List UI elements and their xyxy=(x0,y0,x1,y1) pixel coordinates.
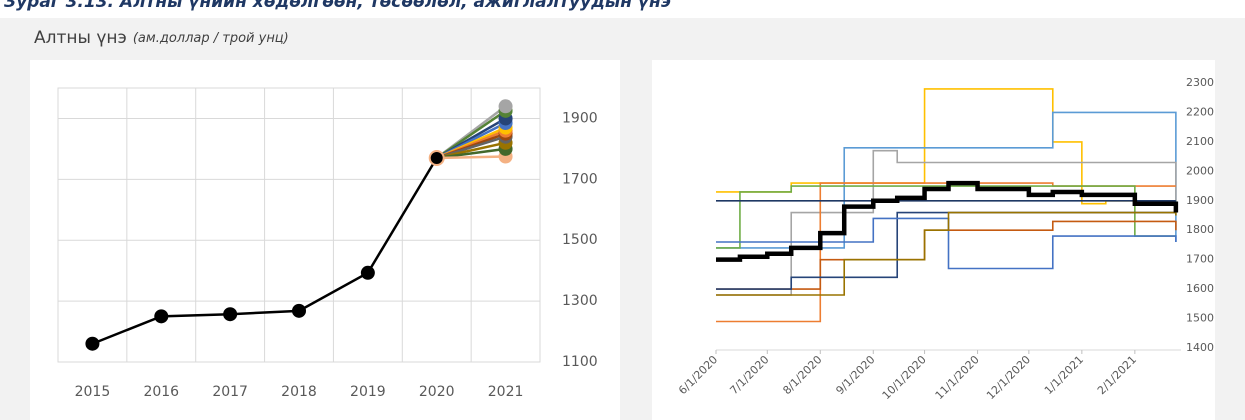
marker xyxy=(223,307,238,322)
marker xyxy=(360,265,375,280)
x-tick-label: 2015 xyxy=(75,384,111,400)
marker xyxy=(154,309,169,324)
series-line xyxy=(716,217,1177,270)
title: Алтны үнэ (ам.доллар / трой унц) xyxy=(34,28,289,48)
y-tick-label: 2000 xyxy=(1186,164,1214,177)
y-tick-label: 1500 xyxy=(1186,312,1214,325)
y-tick-label: 1600 xyxy=(1186,282,1214,295)
x-tick-label: 2021 xyxy=(488,384,524,400)
marker xyxy=(498,99,513,114)
y-tick-label: 1800 xyxy=(1186,223,1214,236)
marker xyxy=(292,303,306,318)
right-panel xyxy=(652,60,1215,420)
subtitle: (ам.доллар / трой унц) xyxy=(133,31,289,46)
series-line xyxy=(716,180,1179,262)
marker xyxy=(428,150,445,167)
series-line xyxy=(716,185,1176,249)
title-text: Алтны үнэ xyxy=(34,28,127,48)
y-tick-label: 1500 xyxy=(562,232,598,248)
y-tick-label: 2100 xyxy=(1186,135,1214,148)
y-tick-label: 1900 xyxy=(1186,194,1214,207)
y-tick-label: 1100 xyxy=(562,354,598,370)
series-line xyxy=(436,147,506,160)
y-tick-label: 1700 xyxy=(1186,253,1214,266)
series-line xyxy=(716,211,1177,296)
x-tick-label: 2016 xyxy=(143,384,179,400)
x-tick-label: 2020 xyxy=(419,384,455,400)
x-tick-label: 2019 xyxy=(350,384,386,400)
marker xyxy=(85,336,100,351)
series-line xyxy=(91,157,438,345)
x-tick-label: 2017 xyxy=(212,384,248,400)
y-tick-label: 1300 xyxy=(562,293,598,309)
y-tick-label: 2300 xyxy=(1186,76,1214,89)
series-line xyxy=(716,149,1177,296)
y-tick-label: 2200 xyxy=(1186,105,1214,118)
y-tick-label: 1900 xyxy=(562,110,598,126)
x-tick-label: 2018 xyxy=(281,384,317,400)
caption: Зураг 3.13. Алтны үнийн хөдөлгөөн, төсөө… xyxy=(3,0,671,12)
y-tick-label: 1700 xyxy=(562,171,598,187)
y-tick-label: 1400 xyxy=(1186,341,1214,354)
series-line xyxy=(436,155,506,160)
